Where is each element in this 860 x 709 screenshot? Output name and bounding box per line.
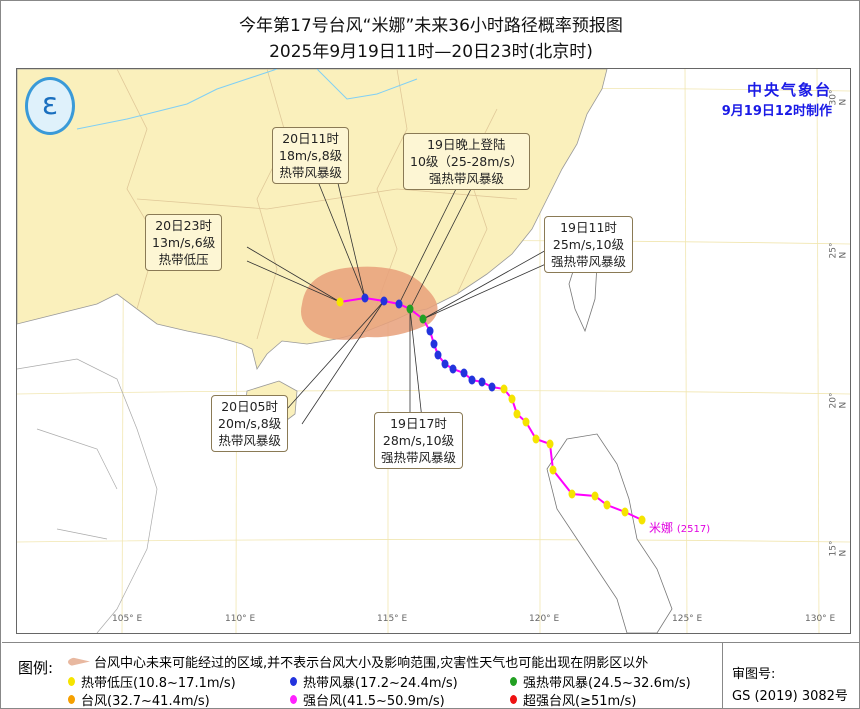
lon-tick: 115° E xyxy=(377,614,408,624)
dot-icon xyxy=(290,695,297,704)
leader-line xyxy=(422,258,558,320)
agency-name: 中央气象台 xyxy=(746,81,832,99)
lon-tick: 105° E xyxy=(112,614,143,624)
track-point xyxy=(532,434,540,444)
dot-icon xyxy=(68,695,75,704)
track-point xyxy=(395,299,403,309)
legend-divider xyxy=(722,643,723,708)
track-point xyxy=(434,350,442,360)
probability-cone xyxy=(301,266,438,340)
map-area: ε 中央气象台 9月19日12时制作 20日11时 18m/s,8级 热带风暴级 1… xyxy=(16,68,851,634)
leader-line xyxy=(246,260,341,303)
callout-20d11h: 20日11时 18m/s,8级 热带风暴级 xyxy=(272,127,350,184)
track-point xyxy=(430,339,438,349)
track-point xyxy=(478,377,486,387)
leader-line xyxy=(409,308,423,420)
track-point xyxy=(500,384,508,394)
track-point xyxy=(380,296,388,306)
lat-tick: 20° N xyxy=(828,392,849,409)
legend: 图例: 台风中心未来可能经过的区域,并不表示台风大小及影响范围,灾害性天气也可能… xyxy=(2,642,859,708)
track-point xyxy=(568,489,576,499)
leader-line xyxy=(336,178,366,299)
rivers xyxy=(76,69,418,130)
legend-td: 热带低压(10.8~17.1m/s) xyxy=(68,672,236,691)
leader-line xyxy=(246,246,341,303)
callout-20d23h: 20日23时 13m/s,6级 热带低压 xyxy=(145,214,223,271)
neighbor-borders xyxy=(17,358,158,633)
legend-sts: 强热带风暴(24.5~32.6m/s) xyxy=(510,672,691,691)
lat-tick: 25° N xyxy=(828,242,849,259)
leader-line xyxy=(398,186,458,305)
track-point xyxy=(460,368,468,378)
track-point xyxy=(513,409,521,419)
leader-line xyxy=(286,300,385,410)
map-subtitle: 2025年9月19日11时—20日23时(北京时) xyxy=(269,42,593,62)
typhoon-name-label: 米娜 (2517) xyxy=(649,521,711,535)
review-label: 审图号: xyxy=(732,667,776,682)
legend-super-ty: 超强台风(≥51m/s) xyxy=(510,690,636,708)
track-point xyxy=(546,439,554,449)
dot-icon xyxy=(290,677,297,686)
luzon-island xyxy=(546,433,673,633)
leader-line xyxy=(316,178,366,299)
review-code: GS (2019) 3082号 xyxy=(732,689,848,704)
track-point xyxy=(361,293,369,303)
track-point xyxy=(426,326,434,336)
callout-landfall: 19日晚上登陆 10级（25-28m/s） 强热带风暴级 xyxy=(403,133,530,190)
leader-line xyxy=(409,186,473,310)
cma-logo: ε xyxy=(25,77,75,135)
track-point xyxy=(449,364,457,374)
track-point xyxy=(591,491,599,501)
lon-tick: 120° E xyxy=(529,614,560,624)
track-point xyxy=(468,375,476,385)
callout-20d05h: 20日05时 20m/s,8级 热带风暴级 xyxy=(211,395,289,452)
callout-leaders xyxy=(246,178,558,425)
legend-ts: 热带风暴(17.2~24.4m/s) xyxy=(290,672,458,691)
lon-tick: 130° E xyxy=(805,614,836,624)
track-point xyxy=(406,304,414,314)
track-point xyxy=(441,359,449,369)
dot-icon xyxy=(68,677,75,686)
callout-19d11h: 19日11时 25m/s,10级 强热带风暴级 xyxy=(544,216,634,273)
track-point xyxy=(522,417,530,427)
dot-icon xyxy=(510,695,517,704)
legend-title: 图例: xyxy=(18,659,54,677)
leader-line xyxy=(422,243,558,320)
legend-cone: 台风中心未来可能经过的区域,并不表示台风大小及影响范围,灾害性天气也可能出现在阴… xyxy=(68,652,648,671)
track-point xyxy=(549,465,557,475)
legend-ty: 台风(32.7~41.4m/s) xyxy=(68,690,210,708)
map-title: 今年第17号台风“米娜”未来36小时路径概率预报图 xyxy=(239,16,623,36)
lon-tick: 125° E xyxy=(672,614,703,624)
lon-tick: 110° E xyxy=(225,614,256,624)
track-point xyxy=(508,394,516,404)
track-point xyxy=(621,507,629,517)
track-point xyxy=(488,382,496,392)
callout-19d17h: 19日17时 28m/s,10级 强热带风暴级 xyxy=(374,412,464,469)
lat-tick: 15° N xyxy=(828,540,849,557)
leader-line xyxy=(301,300,385,425)
lat-tick: 30° N xyxy=(828,89,849,106)
dot-icon xyxy=(510,677,517,686)
issue-time: 9月19日12时制作 xyxy=(721,104,832,119)
track-point xyxy=(336,297,344,307)
track-point xyxy=(419,314,427,324)
cone-icon xyxy=(68,656,90,667)
track-point xyxy=(638,515,646,525)
track-point xyxy=(603,500,611,510)
legend-sty: 强台风(41.5~50.9m/s) xyxy=(290,690,445,708)
track-points xyxy=(336,293,646,525)
